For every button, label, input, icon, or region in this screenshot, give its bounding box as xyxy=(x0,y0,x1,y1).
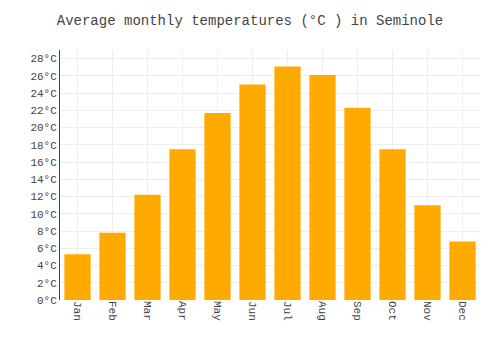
svg-text:Jun: Jun xyxy=(246,301,258,321)
svg-text:Aug: Aug xyxy=(316,301,328,321)
svg-text:24°C: 24°C xyxy=(30,88,57,100)
svg-text:Jan: Jan xyxy=(71,301,83,321)
svg-text:26°C: 26°C xyxy=(30,71,57,83)
svg-text:Dec: Dec xyxy=(456,301,468,321)
svg-text:Jul: Jul xyxy=(281,301,293,321)
svg-text:14°C: 14°C xyxy=(30,174,57,186)
svg-text:16°C: 16°C xyxy=(30,157,57,169)
svg-text:4°C: 4°C xyxy=(37,260,57,272)
svg-text:20°C: 20°C xyxy=(30,122,57,134)
svg-text:Sep: Sep xyxy=(351,301,363,321)
svg-text:Oct: Oct xyxy=(386,301,398,321)
svg-text:28°C: 28°C xyxy=(30,53,57,65)
svg-text:0°C: 0°C xyxy=(37,295,57,307)
svg-text:8°C: 8°C xyxy=(37,226,57,238)
svg-text:2°C: 2°C xyxy=(37,278,57,290)
svg-text:Apr: Apr xyxy=(176,301,188,321)
svg-text:Nov: Nov xyxy=(421,301,433,321)
svg-text:May: May xyxy=(211,301,223,321)
svg-text:18°C: 18°C xyxy=(30,140,57,152)
svg-text:6°C: 6°C xyxy=(37,243,57,255)
svg-text:Mar: Mar xyxy=(141,301,153,321)
svg-text:22°C: 22°C xyxy=(30,105,57,117)
svg-text:12°C: 12°C xyxy=(30,191,57,203)
svg-text:Feb: Feb xyxy=(106,301,118,321)
svg-text:Average monthly temperatures (: Average monthly temperatures (°C ) in Se… xyxy=(57,13,443,29)
svg-text:10°C: 10°C xyxy=(30,209,57,221)
